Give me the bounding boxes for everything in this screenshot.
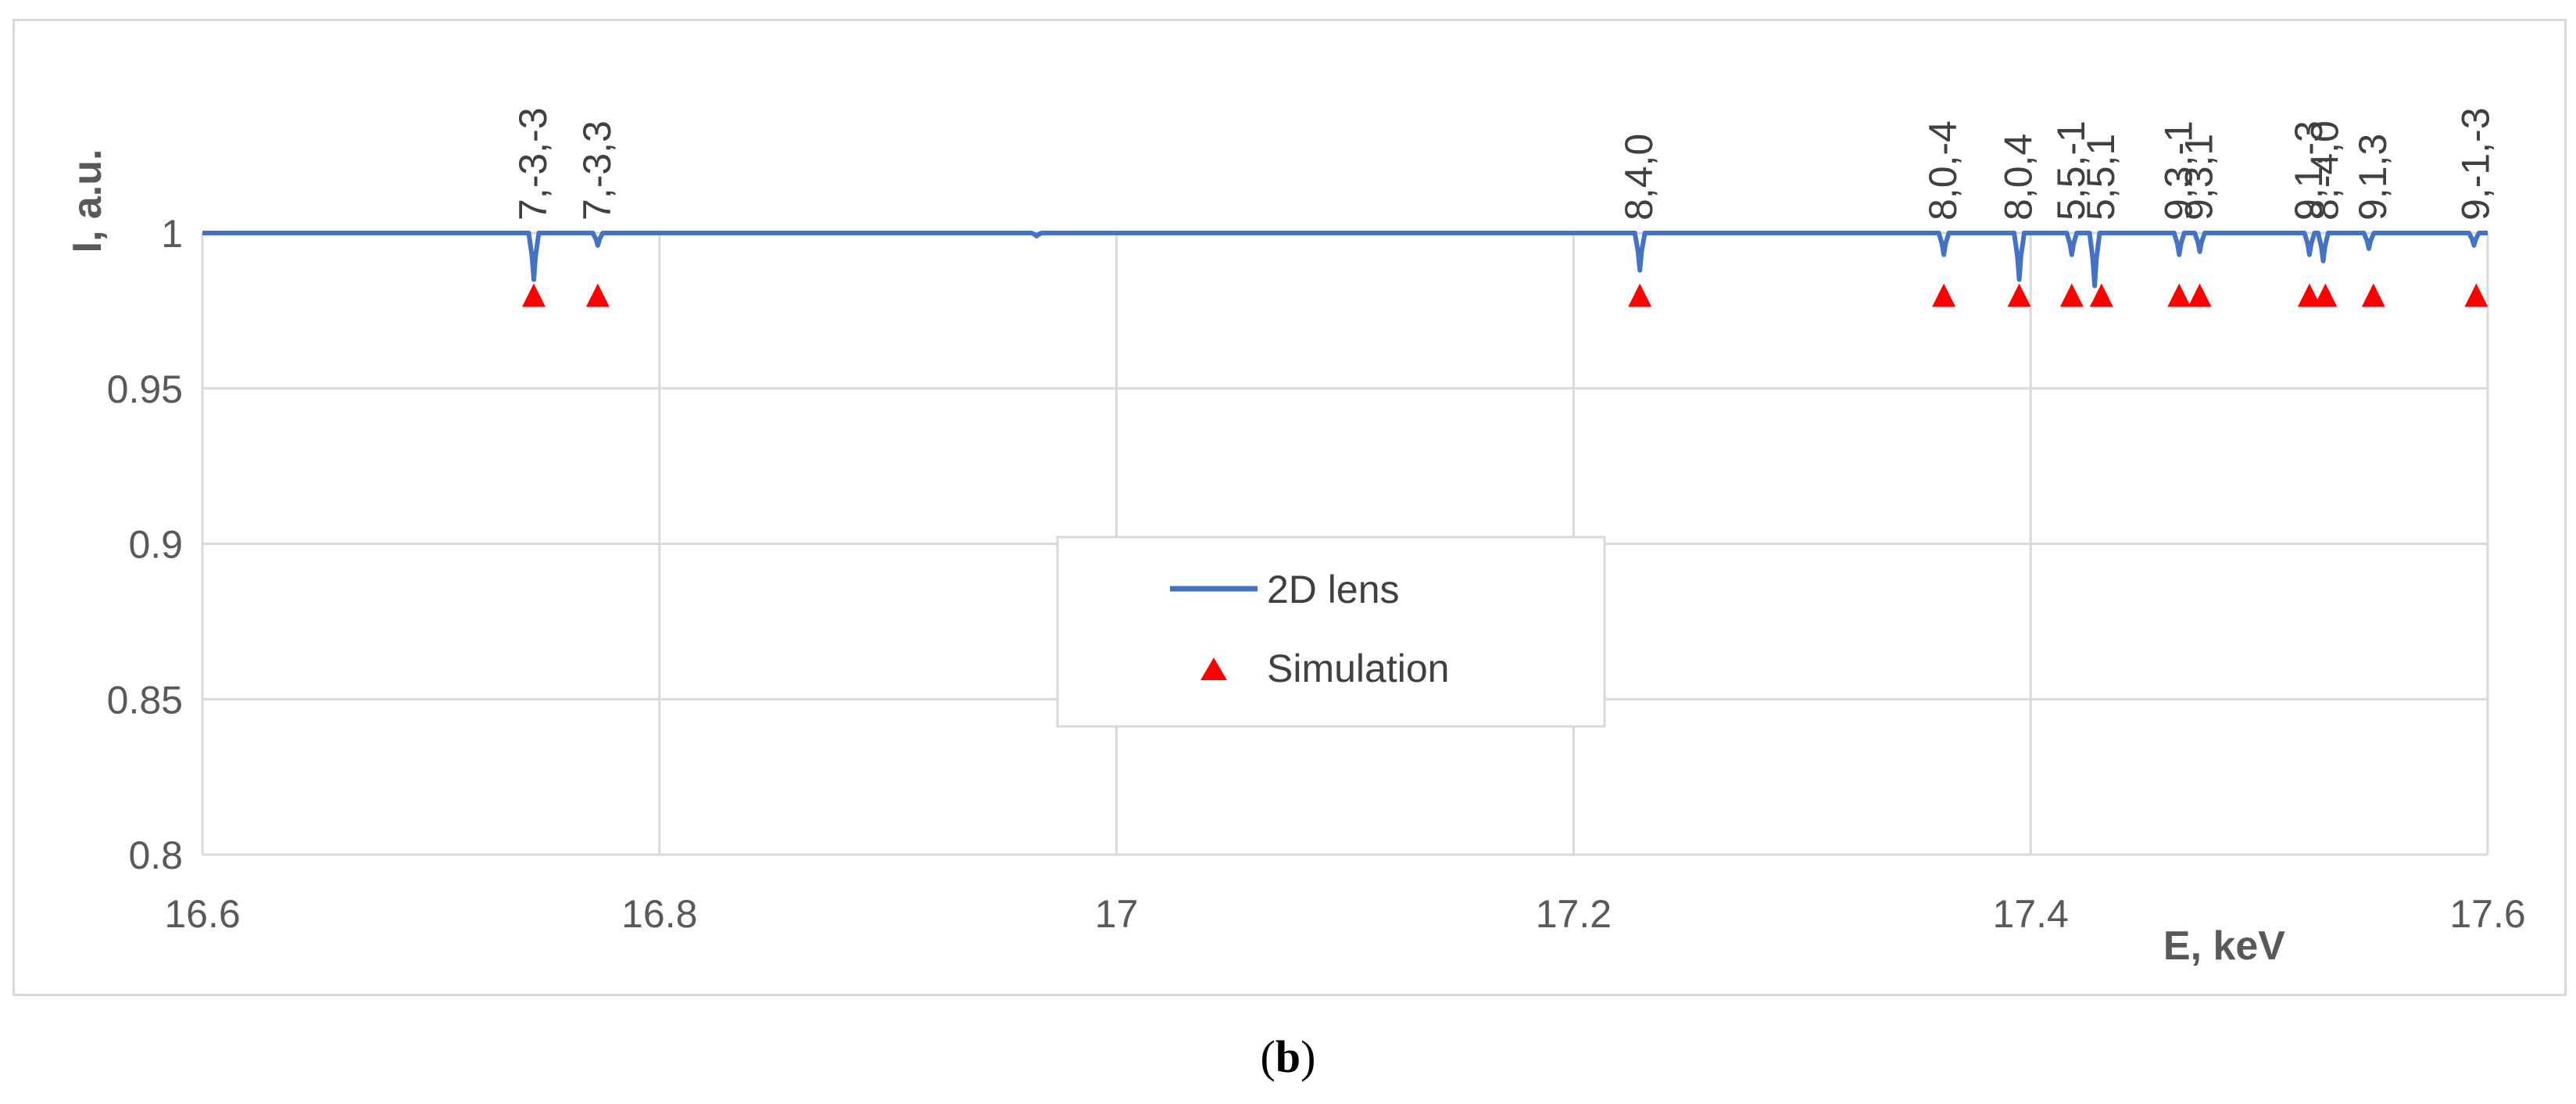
- y-tick-label-4: 1: [161, 212, 183, 256]
- simulation-point-5: [2059, 283, 2084, 307]
- chart-svg: 16.6 16.8 17 17.2 17.4 17.6 0.8 0.85 0.9 0.95 1 7,…: [65, 107, 2526, 969]
- simulation-point-11: [2361, 283, 2385, 307]
- simulation-point-12: [2464, 283, 2488, 307]
- x-tick-label-3: 17.2: [1536, 892, 1612, 936]
- peak-annotations: 7,-3,-3 7,-3,3 8,4,0 8,0,-4 8,0,4 5,5,-15,5,1…: [511, 107, 2497, 220]
- x-tick-label-4: 17.4: [1993, 892, 2069, 936]
- x-tick-label-1: 16.8: [621, 892, 697, 936]
- caption-letter: b: [1275, 1031, 1301, 1082]
- y-tick-label-1: 0.85: [107, 678, 183, 722]
- peak-label-6: 5,5,1: [2079, 134, 2123, 220]
- simulation-point-7: [2167, 283, 2191, 307]
- peak-label-0: 7,-3,-3: [511, 107, 555, 220]
- figure-caption: (b): [0, 1031, 2576, 1083]
- legend-label-simulation: Simulation: [1267, 647, 1449, 690]
- legend-label-2d-lens: 2D lens: [1267, 568, 1400, 611]
- x-axis-title: E, keV: [2163, 923, 2285, 969]
- simulation-point-0: [521, 283, 546, 307]
- peak-label-12: 9,-1,-3: [2453, 107, 2497, 220]
- peak-label-5: 5,5,-1: [2049, 120, 2093, 220]
- legend-box: [1056, 536, 1606, 728]
- x-tick-label-5: 17.6: [2449, 892, 2525, 936]
- peak-label-10: 8,-4,0: [2302, 120, 2346, 220]
- legend-marker-swatch: [1200, 658, 1227, 680]
- peak-label-11: 9,1,3: [2351, 134, 2395, 220]
- peak-label-3: 8,0,-4: [1921, 120, 1965, 220]
- simulation-point-8: [2188, 283, 2212, 307]
- peak-label-7: 9,3,-1: [2156, 120, 2200, 220]
- y-axis-title: I, a.u.: [65, 149, 110, 253]
- peak-label-4: 8,0,4: [1997, 134, 2041, 220]
- simulation-point-2: [1628, 283, 1652, 307]
- simulation-point-10: [2313, 283, 2338, 307]
- peak-label-9: 9,1,-3: [2287, 120, 2331, 220]
- y-tick-label-0: 0.8: [128, 833, 183, 877]
- y-tick-label-3: 0.95: [107, 367, 183, 411]
- legend: 2D lens Simulation: [1056, 536, 1606, 728]
- peak-label-1: 7,-3,3: [575, 120, 619, 220]
- simulation-point-4: [2007, 283, 2031, 307]
- chart-frame: 16.6 16.8 17 17.2 17.4 17.6 0.8 0.85 0.9 0.95 1 7,…: [13, 19, 2567, 996]
- simulation-point-3: [1932, 283, 1956, 307]
- peak-label-2: 8,4,0: [1617, 134, 1661, 220]
- series-2d-lens-line: [202, 231, 2488, 289]
- caption-close: ): [1301, 1031, 1316, 1082]
- simulation-point-9: [2297, 283, 2321, 307]
- simulation-point-6: [2089, 283, 2113, 307]
- series-simulation: [521, 283, 2488, 307]
- y-tick-label-2: 0.9: [128, 523, 183, 567]
- x-tick-label-0: 16.6: [164, 892, 240, 936]
- series-2d-lens: [202, 231, 2488, 289]
- x-tick-label-2: 17: [1095, 892, 1139, 936]
- caption-open: (: [1260, 1031, 1275, 1082]
- tick-labels: 16.6 16.8 17 17.2 17.4 17.6 0.8 0.85 0.9 0.95 1: [107, 212, 2526, 936]
- peak-label-8: 9,3,1: [2177, 134, 2221, 220]
- simulation-point-1: [585, 283, 610, 307]
